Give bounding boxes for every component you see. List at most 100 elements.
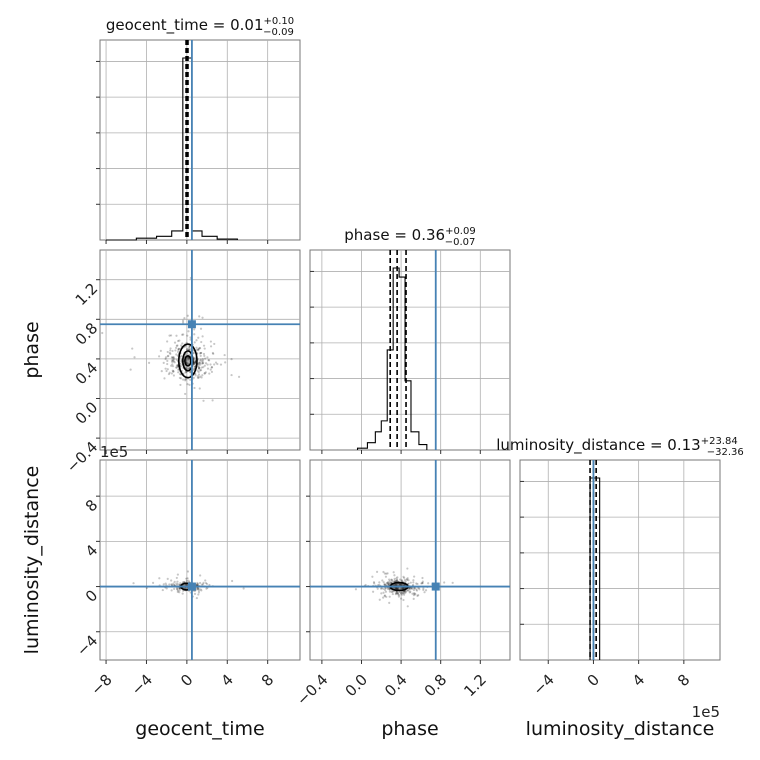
x-tick-label: 0 [584, 671, 603, 690]
scatter-point [201, 359, 205, 362]
scatter-point [186, 362, 189, 365]
contour-2 [184, 355, 192, 367]
scatter-point [170, 372, 173, 375]
scatter-point [194, 361, 197, 364]
scatter-point [418, 588, 421, 591]
scatter-point [186, 382, 189, 386]
scatter-point [196, 587, 199, 590]
scatter-point [200, 366, 203, 369]
scatter-point [173, 583, 176, 587]
scatter-point [384, 575, 388, 578]
y-axis-label-luminosity-distance: luminosity_distance [21, 466, 43, 655]
scatter-point [401, 591, 404, 595]
scatter-point [206, 363, 209, 366]
scatter-point [199, 361, 202, 364]
scatter-point [207, 358, 210, 362]
scatter-point [388, 590, 392, 593]
scatter-point [176, 364, 179, 367]
scatter-point [216, 362, 219, 366]
scatter-point [371, 575, 374, 578]
scatter-point [197, 591, 201, 594]
scatter-point [414, 593, 417, 596]
scatter-point [176, 589, 180, 592]
scatter-point [198, 362, 201, 365]
scatter-point [402, 575, 405, 578]
x-tick-label: −8 [87, 671, 115, 699]
x-tick-label: −4 [128, 671, 156, 699]
scatter-point [188, 347, 191, 350]
scatter-point [413, 575, 416, 578]
scatter-point [411, 583, 415, 586]
scatter-point [209, 363, 212, 366]
scatter-point [172, 356, 175, 359]
scatter-point [185, 357, 189, 360]
scatter-point [209, 345, 213, 348]
scatter-point [181, 342, 184, 345]
y-tick-label: −4 [73, 632, 101, 660]
scatter-point [181, 319, 185, 322]
scatter-point [395, 579, 398, 583]
scatter-point [393, 577, 396, 580]
scatter-point [391, 590, 394, 594]
scatter-point [151, 581, 155, 584]
scatter-point [205, 582, 209, 586]
scatter-point [194, 359, 197, 362]
scatter-point [443, 581, 446, 584]
scatter-point [386, 582, 389, 585]
scatter-point [194, 361, 197, 364]
scatter-point [195, 348, 198, 352]
x-axis-label-luminosity-distance: luminosity_distance [526, 718, 715, 740]
y-tick-label: 4 [82, 541, 101, 560]
scatter-point [173, 580, 176, 583]
title-main: phase = 0.36 [344, 226, 445, 244]
scatter-point [197, 365, 201, 369]
scatter-point [199, 363, 202, 366]
scatter-point [212, 352, 215, 355]
scatter-point [182, 333, 185, 336]
scatter-point [395, 591, 398, 595]
scatter-point [391, 592, 394, 596]
scatter-point [187, 368, 190, 371]
scatter-point [193, 386, 196, 390]
scatter-point [186, 347, 189, 351]
scatter-point [388, 595, 391, 598]
scatter-point [400, 579, 403, 583]
scatter-point [395, 591, 398, 594]
scatter-point [210, 366, 213, 369]
scatter-point [193, 358, 196, 361]
scatter-point [189, 378, 192, 381]
scatter-point [416, 594, 419, 598]
scatter-point [383, 583, 386, 586]
scatter-point [200, 360, 204, 363]
scatter-point [196, 375, 199, 378]
scatter-point [202, 581, 205, 584]
scatter-point [354, 588, 358, 591]
panel-geocent_time-geocent_time: geocent_time = 0.01+0.10 −0.09 [96, 16, 301, 244]
y-tick-label: 8 [82, 496, 101, 515]
scatter-point [177, 348, 180, 352]
truth-marker [187, 320, 196, 329]
scatter-point [399, 583, 402, 586]
y-tick-label: 0.0 [72, 398, 102, 428]
scatter-point [404, 590, 407, 593]
title-sup: +0.09 [445, 226, 476, 237]
scatter-point [408, 591, 411, 594]
y-tick-label: 0.8 [72, 319, 102, 349]
scatter-point [398, 590, 401, 594]
panel-title-luminosity_distance: luminosity_distance = 0.13+23.84 −32.36 [496, 436, 743, 458]
scatter-point [406, 605, 409, 608]
scatter-point [169, 349, 172, 352]
scatter-point [383, 594, 387, 597]
scatter-point [392, 571, 395, 574]
scatter-point [378, 583, 381, 586]
scatter-point [171, 349, 174, 353]
scatter-point [398, 583, 401, 586]
scatter-point [186, 334, 189, 337]
scatter-point [202, 344, 206, 347]
y-tick-label: 1.2 [72, 279, 102, 309]
panel-luminosity_distance-geocent_time: −8 −4 0 4 8 −4 0 4 8 [73, 459, 301, 699]
scatter-point [168, 371, 171, 374]
scatter-point [211, 399, 214, 402]
scatter-point [164, 367, 167, 370]
